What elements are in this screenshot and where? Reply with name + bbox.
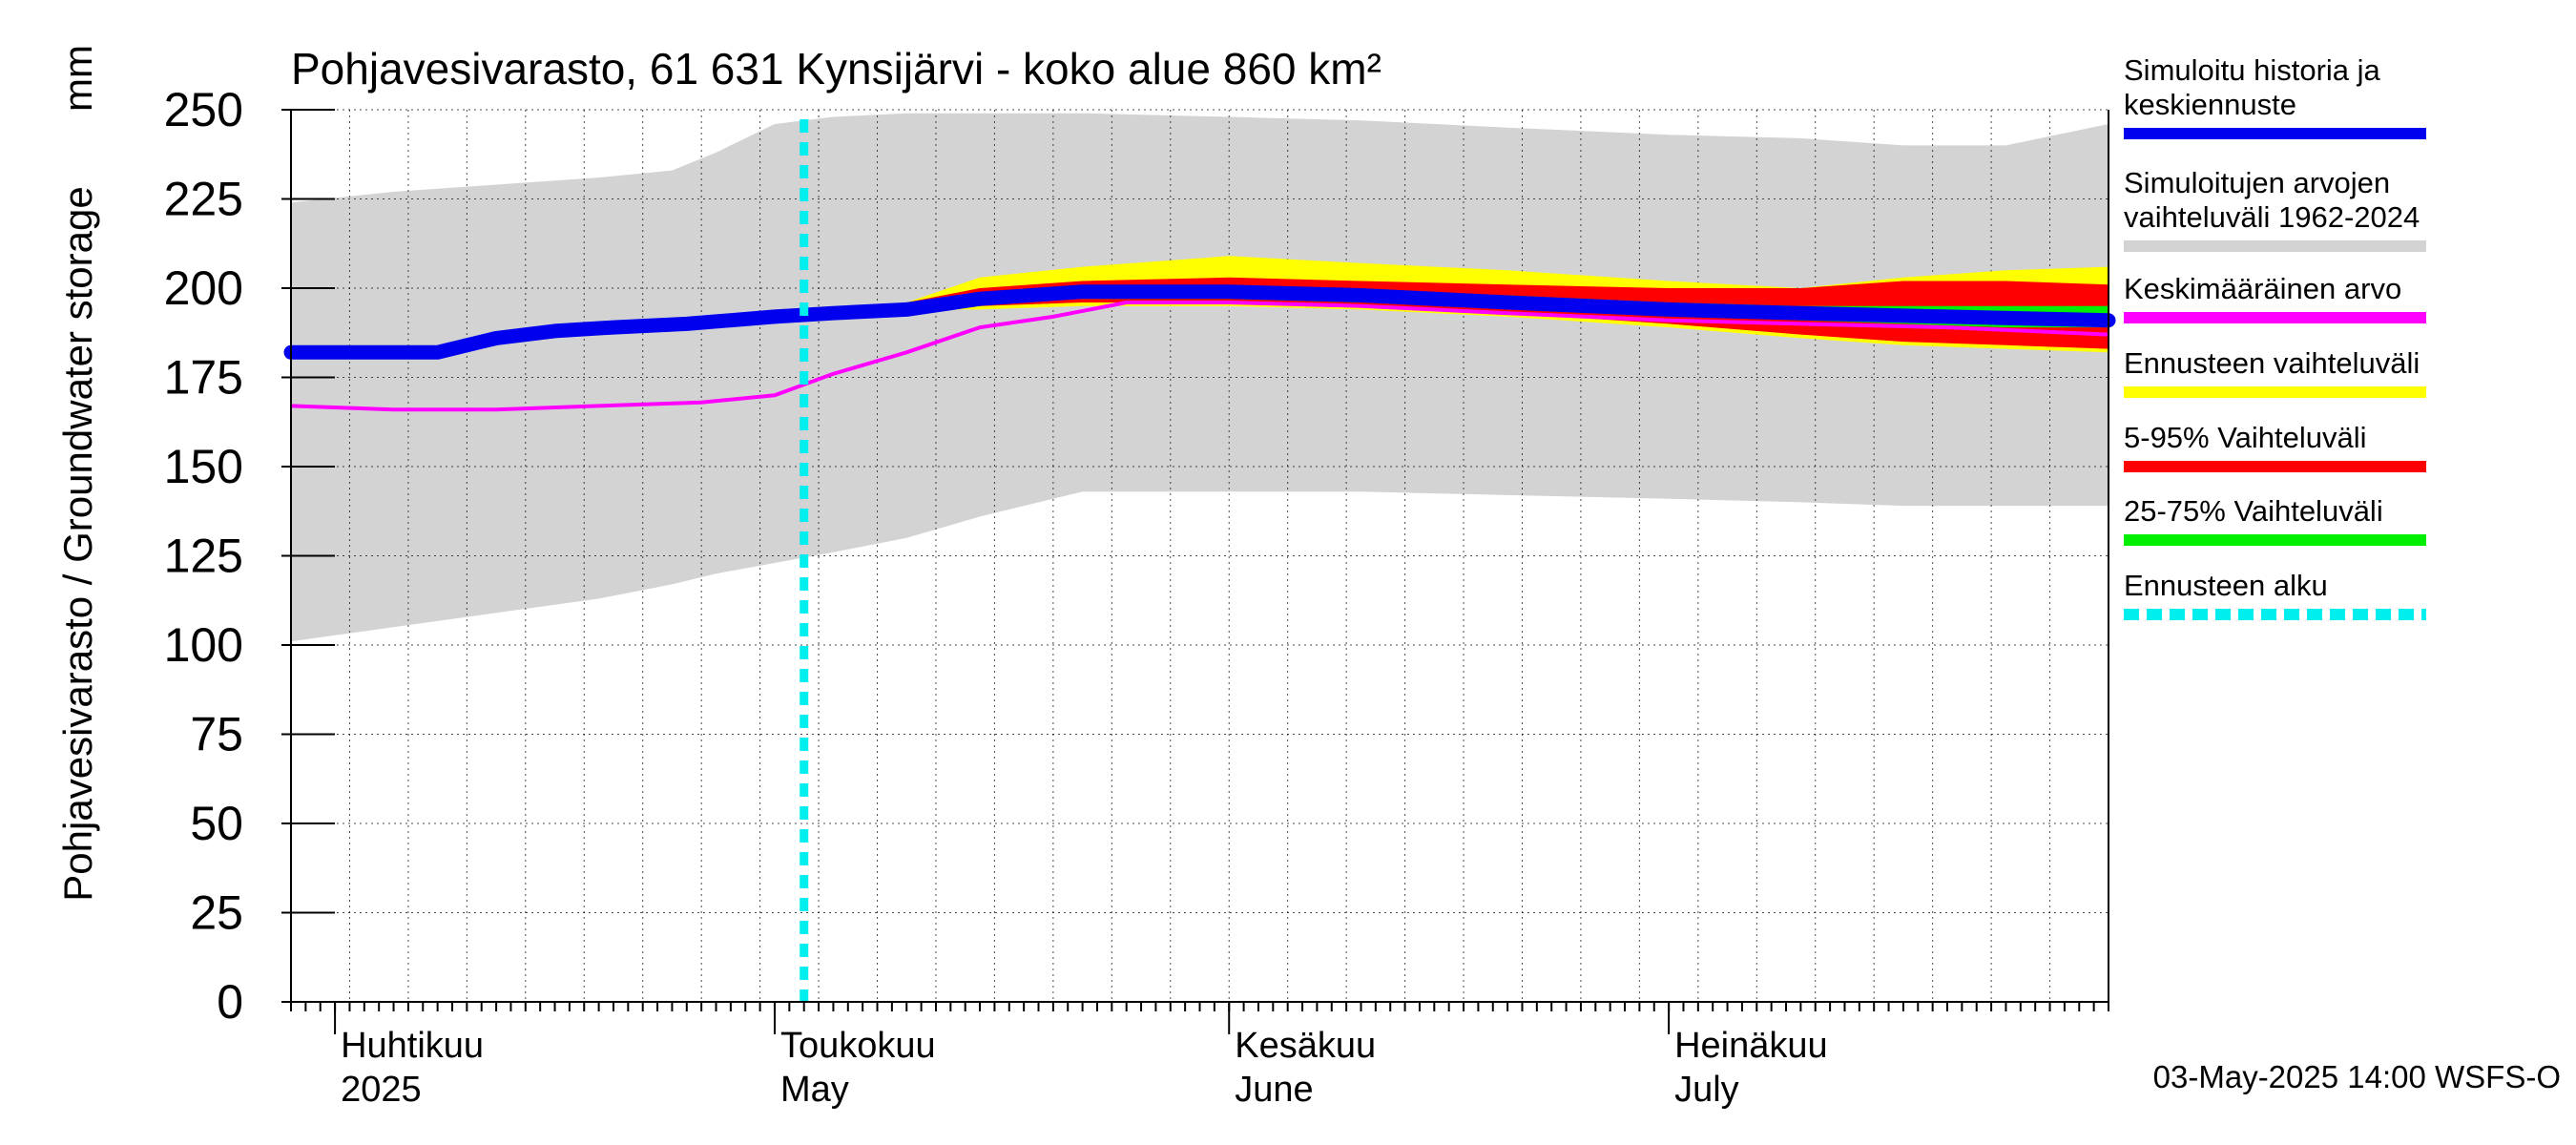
x-month-label-en-2: June: [1235, 1070, 1313, 1110]
y-tick-label-50: 50: [190, 797, 243, 850]
axes-group: 0 25 50 75 100 125 150 175 200 225 250 Huhtikuu2025…: [164, 83, 2109, 1110]
legend-label-mean-0: Keskimääräinen arvo: [2124, 272, 2401, 305]
legend-label-p5_95-0: 5-95% Vaihteluväli: [2124, 421, 2366, 454]
y-tick-label-200: 200: [164, 261, 243, 315]
x-month-label-fi-3: Heinäkuu: [1674, 1026, 1828, 1066]
y-tick-label-150: 150: [164, 440, 243, 493]
plot-area-group: 0 25 50 75 100 125 150 175 200 225 250 Huhtikuu2025…: [164, 83, 2116, 1110]
legend-label-range-1: vaihteluväli 1962-2024: [2124, 200, 2420, 234]
y-axis-unit: mm: [55, 45, 100, 112]
y-axis-label: Pohjavesivarasto / Groundwater storage: [55, 186, 100, 901]
x-month-label-fi-0: Huhtikuu: [341, 1026, 484, 1066]
chart-title: Pohjavesivarasto, 61 631 Kynsijärvi - ko…: [291, 44, 1381, 94]
series-lines-group: [283, 284, 2116, 412]
history-median-line: [283, 284, 2116, 360]
y-tick-label-225: 225: [164, 173, 243, 226]
y-tick-label-0: 0: [217, 975, 243, 1029]
y-tick-label-125: 125: [164, 530, 243, 583]
range-band-1962-2024: [291, 113, 2109, 642]
x-month-label-en-3: July: [1674, 1070, 1739, 1110]
x-month-label-en-0: 2025: [341, 1070, 422, 1110]
legend-label-history-0: Simuloitu historia ja: [2124, 53, 2381, 87]
x-month-label-en-1: May: [780, 1070, 849, 1110]
x-month-label-fi-2: Kesäkuu: [1235, 1026, 1376, 1066]
y-tick-label-175: 175: [164, 351, 243, 405]
legend-label-history-1: keskiennuste: [2124, 88, 2296, 121]
legend-label-p25_75-0: 25-75% Vaihteluväli: [2124, 494, 2383, 528]
y-tick-label-250: 250: [164, 83, 243, 136]
historical-range-band-group: [291, 113, 2109, 642]
mean-value-line: [290, 301, 2109, 412]
legend-label-fc_range-0: Ennusteen vaihteluväli: [2124, 346, 2420, 380]
footer-timestamp: 03-May-2025 14:00 WSFS-O: [2153, 1059, 2561, 1094]
x-month-label-fi-1: Toukokuu: [780, 1026, 936, 1066]
y-tick-label-25: 25: [190, 886, 243, 940]
legend-label-range-0: Simuloitujen arvojen: [2124, 166, 2390, 199]
y-tick-label-75: 75: [190, 708, 243, 761]
legend-label-fc_start-0: Ennusteen alku: [2124, 569, 2328, 602]
y-tick-label-100: 100: [164, 618, 243, 672]
